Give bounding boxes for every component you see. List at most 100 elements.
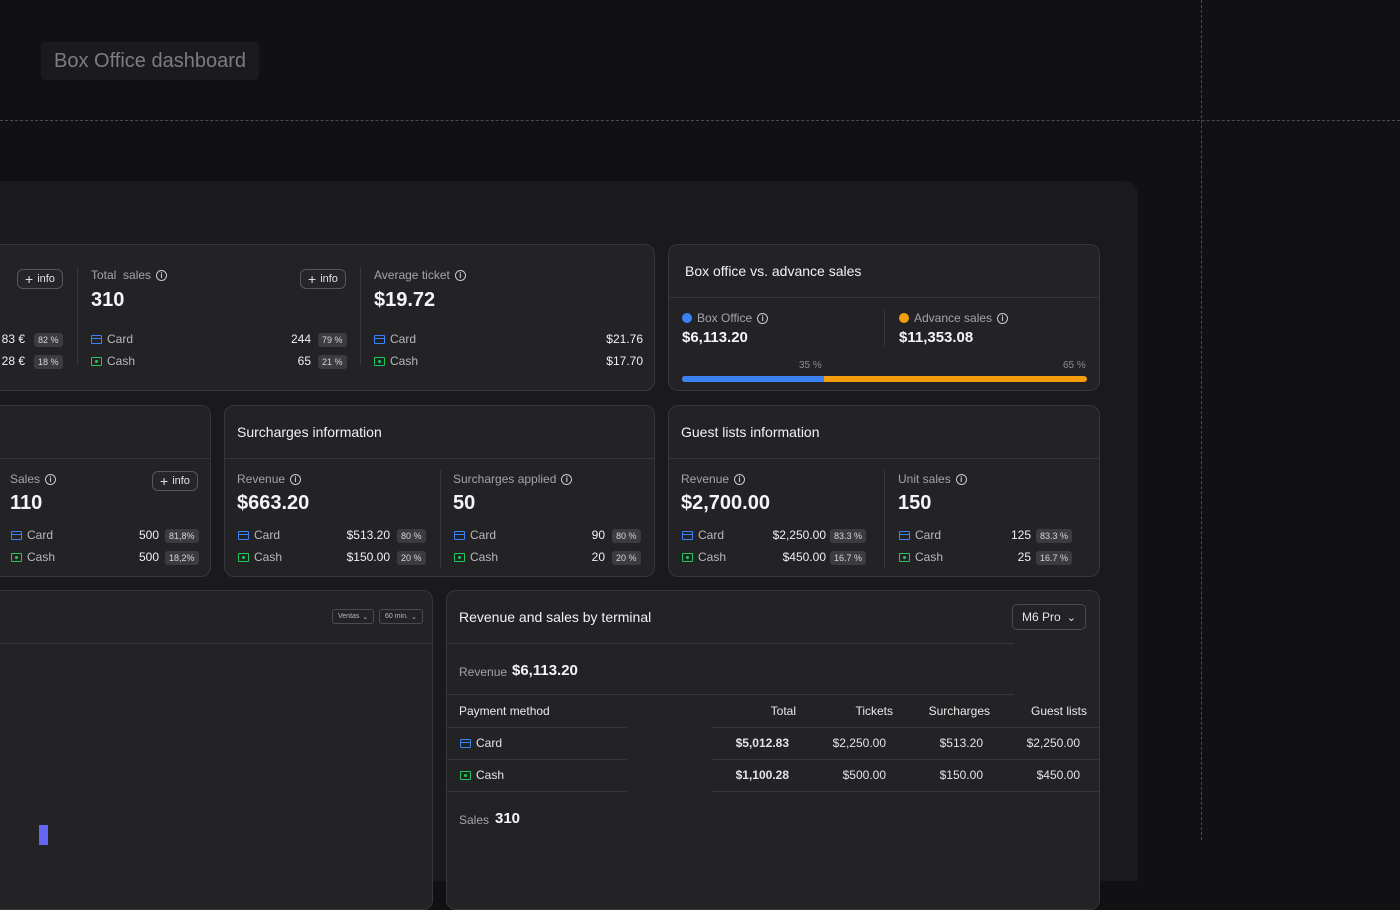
sales-summary-card: + info 83 € 82 % 28 € 18 % Total sales i +… xyxy=(0,244,655,391)
info-button-2[interactable]: + info xyxy=(300,269,346,289)
cash-icon xyxy=(374,356,385,366)
total-sales-card-pct: 79 % xyxy=(318,333,347,347)
total-sales-card-value: 244 xyxy=(290,332,311,346)
divider xyxy=(712,791,1099,792)
divider xyxy=(712,727,1099,728)
average-ticket-value: $19.72 xyxy=(374,289,436,311)
info-icon[interactable]: i xyxy=(757,312,769,324)
table-row-cash-method: Cash xyxy=(460,768,504,782)
chart-bar xyxy=(39,825,48,845)
surcharges-app-card-row: Card xyxy=(454,528,496,542)
guide-line-vertical xyxy=(1201,0,1202,840)
table-cell-surcharges: $513.20 xyxy=(939,736,983,750)
info-icon[interactable]: i xyxy=(156,269,168,281)
guest-units-value: 150 xyxy=(898,492,932,514)
cash-icon xyxy=(454,552,465,562)
terminal-revenue-value: $6,113.20 xyxy=(512,662,578,679)
sales-value: 110 xyxy=(10,492,43,514)
info-icon[interactable]: i xyxy=(454,269,466,281)
sales-cash-row: Cash xyxy=(11,550,55,564)
guest-rev-card-pct: 83.3 % xyxy=(830,529,867,543)
sales-card: Sales i + info 110 Card 500 81,8% Cash 500… xyxy=(0,405,211,577)
card-revenue-pct: 82 % xyxy=(34,333,63,347)
surcharges-app-card-value: 90 xyxy=(591,528,605,542)
interval-select[interactable]: 60 min. ⌄ xyxy=(379,609,423,624)
info-button-1[interactable]: + info xyxy=(17,269,63,289)
surcharges-revenue-value: $663.20 xyxy=(237,492,310,514)
divider xyxy=(884,309,885,347)
table-row-card-method: Card xyxy=(460,736,502,750)
table-cell-tickets: $2,250.00 xyxy=(832,736,886,750)
col-surcharges: Surcharges xyxy=(928,704,990,718)
page-title: Box Office dashboard xyxy=(41,42,259,80)
divider xyxy=(440,470,441,568)
sales-chart-card: Ventas ⌄ 60 min. ⌄ xyxy=(0,590,433,910)
card-title: Revenue and sales by terminal xyxy=(459,609,652,625)
surcharges-rev-card-row: Card xyxy=(238,528,280,542)
total-sales-card-row: Card xyxy=(91,332,133,346)
credit-card-icon xyxy=(899,530,910,540)
guest-rev-card-row: Card xyxy=(682,528,724,542)
col-tickets: Tickets xyxy=(855,704,893,718)
total-sales-value: 310 xyxy=(91,289,125,311)
info-icon[interactable]: i xyxy=(561,473,573,485)
guest-rev-cash-row: Cash xyxy=(682,550,726,564)
dashboard-panel: + info 83 € 82 % 28 € 18 % Total sales i +… xyxy=(0,181,1138,910)
terminal-select[interactable]: M6 Pro ⌄ xyxy=(1012,604,1086,630)
chevron-down-icon: ⌄ xyxy=(362,613,369,621)
surcharges-applied-label: Surcharges applied i xyxy=(453,472,573,486)
card-title: Guest lists information xyxy=(669,406,1099,459)
card-revenue-value: 83 € xyxy=(1,332,25,346)
cash-icon xyxy=(11,552,22,562)
sales-label: Sales i xyxy=(10,472,57,486)
table-cell-total: $1,100.28 xyxy=(735,768,789,782)
share-bar xyxy=(682,376,1087,382)
sales-card-row: Card xyxy=(11,528,53,542)
info-icon[interactable]: i xyxy=(734,473,746,485)
divider xyxy=(884,470,885,568)
guest-units-label: Unit sales i xyxy=(898,472,967,486)
metric-select[interactable]: Ventas ⌄ xyxy=(332,609,375,624)
surcharges-applied-value: 50 xyxy=(453,492,476,514)
sales-card-pct: 81,8% xyxy=(165,529,199,543)
box-vs-advance-card: Box office vs. advance sales Box Office i… xyxy=(668,244,1100,391)
surcharges-rev-cash-pct: 20 % xyxy=(397,551,426,565)
plus-icon: + xyxy=(308,271,317,287)
info-icon[interactable]: i xyxy=(290,473,302,485)
divider xyxy=(77,267,78,365)
surcharges-app-cash-value: 20 xyxy=(591,550,605,564)
guide-line-horizontal xyxy=(0,120,1400,121)
cash-revenue-pct: 18 % xyxy=(34,355,63,369)
cash-icon xyxy=(91,356,102,366)
box-office-legend-dot xyxy=(682,313,692,323)
guest-u-card-pct: 83.3 % xyxy=(1036,529,1073,543)
guest-rev-cash-pct: 16.7 % xyxy=(830,551,867,565)
info-icon[interactable]: i xyxy=(45,473,57,485)
card-header xyxy=(0,406,210,459)
info-icon[interactable]: i xyxy=(997,312,1009,324)
surcharges-app-cash-pct: 20 % xyxy=(612,551,641,565)
table-cell-total: $5,012.83 xyxy=(735,736,789,750)
credit-card-icon xyxy=(682,530,693,540)
col-payment-method: Payment method xyxy=(459,704,550,718)
divider xyxy=(447,727,627,728)
card-header xyxy=(0,591,432,644)
credit-card-icon xyxy=(454,530,465,540)
credit-card-icon xyxy=(374,334,385,344)
surcharges-app-card-pct: 80 % xyxy=(612,529,641,543)
guest-revenue-label: Revenue i xyxy=(681,472,746,486)
surcharges-card: Surcharges information Revenue i $663.20 … xyxy=(224,405,655,577)
table-cell-guest-lists: $450.00 xyxy=(1036,768,1080,782)
table-cell-guest-lists: $2,250.00 xyxy=(1026,736,1080,750)
sales-card-value: 500 xyxy=(138,528,159,542)
total-sales-cash-pct: 21 % xyxy=(318,355,347,369)
advance-sales-label: Advance sales i xyxy=(899,311,1009,325)
guest-lists-card: Guest lists information Revenue i $2,700.… xyxy=(668,405,1100,577)
average-ticket-cash-row: Cash xyxy=(374,354,418,368)
average-ticket-card-row: Card xyxy=(374,332,416,346)
cash-icon xyxy=(899,552,910,562)
credit-card-icon xyxy=(460,738,471,748)
info-icon[interactable]: i xyxy=(955,473,967,485)
info-button-3[interactable]: + info xyxy=(152,471,198,491)
divider xyxy=(447,759,627,760)
